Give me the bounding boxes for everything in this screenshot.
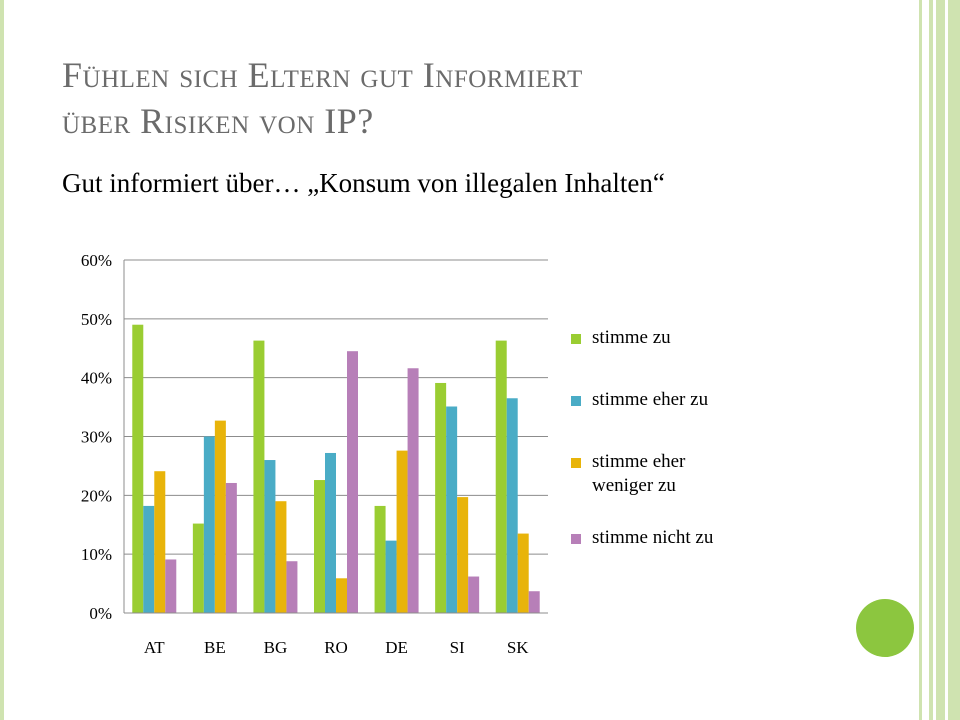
x-tick-label: SI — [450, 638, 465, 657]
slide-title-line-2: über Risiken von IP? — [62, 101, 374, 141]
x-tick-label: AT — [144, 638, 165, 657]
bar-si-series-3 — [457, 497, 469, 613]
frame-stripe — [948, 0, 960, 720]
bar-bg-series-2 — [264, 460, 276, 613]
bar-si-series-1 — [435, 382, 447, 613]
frame-stripe — [919, 0, 922, 720]
bar-be-series-1 — [192, 523, 204, 613]
bar-bg-series-1 — [253, 340, 265, 613]
legend-item: stimme nicht zu — [571, 526, 792, 550]
x-tick-label: BG — [264, 638, 288, 657]
bar-de-series-2 — [385, 540, 397, 613]
frame-stripe — [929, 0, 933, 720]
slide-title: Fühlen sich Eltern gut Informiert über R… — [62, 52, 862, 144]
frame-stripe — [936, 0, 945, 720]
bar-bg-series-4 — [286, 561, 298, 613]
bar-si-series-4 — [468, 576, 480, 613]
y-tick-label: 0% — [89, 604, 112, 623]
bar-be-series-4 — [225, 482, 237, 613]
frame-left-stripe — [0, 0, 4, 720]
bar-at-series-3 — [154, 471, 166, 613]
legend-label: stimme nicht zu — [592, 527, 714, 548]
bar-bg-series-3 — [275, 501, 287, 613]
slide-subtitle: Gut informiert über… „Konsum von illegal… — [62, 168, 665, 198]
bar-at-series-2 — [143, 505, 155, 613]
legend-swatch — [571, 334, 581, 344]
bar-be-series-2 — [203, 436, 215, 613]
x-tick-label: DE — [385, 638, 408, 657]
bar-ro-series-4 — [347, 351, 358, 613]
bar-ro-series-2 — [325, 452, 336, 613]
bar-de-series-1 — [374, 505, 386, 613]
bar-de-series-4 — [407, 368, 419, 613]
bar-at-series-4 — [165, 559, 177, 613]
y-tick-label: 50% — [81, 310, 112, 329]
legend-swatch — [571, 534, 581, 544]
x-tick-label: SK — [507, 638, 529, 657]
bar-ro-series-1 — [314, 480, 325, 613]
y-tick-label: 20% — [81, 486, 112, 505]
bar-si-series-2 — [446, 406, 458, 613]
x-tick-label: BE — [204, 638, 226, 657]
legend-item: stimme eher zu — [571, 388, 792, 412]
bar-be-series-3 — [214, 420, 226, 613]
decorative-circle — [856, 599, 914, 657]
bar-at-series-1 — [132, 324, 144, 613]
bar-ro-series-3 — [336, 578, 347, 613]
legend-label: stimme eher zu — [592, 389, 709, 410]
bar-sk-series-4 — [528, 591, 540, 613]
slide-title-line-1: Fühlen sich Eltern gut Informiert — [62, 55, 583, 95]
bar-sk-series-3 — [517, 533, 529, 613]
frame-right-stripes — [919, 0, 960, 720]
legend-swatch — [571, 458, 581, 468]
y-tick-label: 30% — [81, 428, 112, 447]
legend-label: stimme eher weniger zu — [592, 451, 686, 496]
legend-swatch — [571, 396, 581, 406]
y-tick-label: 10% — [81, 545, 112, 564]
legend-item: stimme zu — [571, 326, 792, 350]
legend-item: stimme eher weniger zu — [571, 450, 722, 498]
y-tick-label: 40% — [81, 369, 112, 388]
x-tick-label: RO — [324, 638, 348, 657]
y-tick-label: 60% — [81, 251, 112, 270]
bar-de-series-3 — [396, 450, 408, 613]
legend-label: stimme zu — [592, 327, 671, 348]
bar-sk-series-2 — [506, 398, 518, 613]
bar-sk-series-1 — [495, 340, 507, 613]
